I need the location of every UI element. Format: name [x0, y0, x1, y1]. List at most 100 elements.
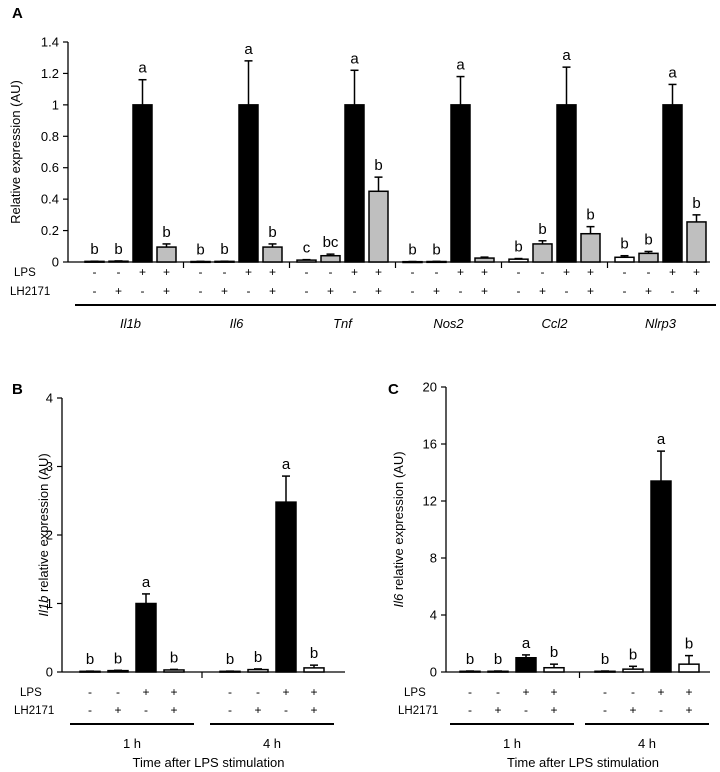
- lps-sign: -: [647, 265, 651, 279]
- lps-sign: -: [256, 685, 260, 699]
- significance-letter: b: [86, 651, 94, 668]
- bar: [79, 670, 101, 673]
- significance-letter: b: [644, 231, 652, 248]
- bar: [344, 104, 365, 263]
- lps-sign: +: [657, 685, 664, 699]
- significance-letter: c: [303, 240, 311, 257]
- bar: [532, 243, 553, 263]
- lh2171-sign: -: [459, 284, 463, 298]
- y-tick-label: 0.4: [41, 192, 59, 207]
- lps-sign: +: [310, 685, 317, 699]
- lh2171-sign: -: [353, 284, 357, 298]
- bar: [275, 501, 297, 673]
- lps-sign: -: [116, 685, 120, 699]
- y-tick-label: 1.4: [41, 35, 59, 50]
- panel-letter: A: [12, 5, 23, 22]
- lps-sign: -: [496, 685, 500, 699]
- bar: [678, 663, 700, 673]
- lh2171-sign: +: [481, 284, 488, 298]
- lps-sign: +: [282, 685, 289, 699]
- bar: [262, 246, 283, 263]
- lh2171-sign: +: [115, 284, 122, 298]
- lh2171-sign: -: [305, 284, 309, 298]
- x-axis-title: Time after LPS stimulation: [507, 755, 659, 770]
- lh2171-sign: +: [494, 703, 501, 717]
- lps-sign: +: [550, 685, 557, 699]
- group-label: Il6: [230, 316, 245, 331]
- lps-sign: +: [351, 265, 358, 279]
- bar: [296, 259, 317, 263]
- significance-letter: b: [692, 195, 700, 212]
- lps-sign: -: [329, 265, 333, 279]
- significance-letter: b: [466, 651, 474, 668]
- y-axis-title-rest: relative expression (AU): [391, 451, 406, 593]
- significance-letter: a: [668, 64, 677, 81]
- lps-sign: +: [170, 685, 177, 699]
- bar: [638, 252, 659, 263]
- y-axis-title-rest: relative expression (AU): [36, 453, 51, 595]
- lh2171-sign: -: [517, 284, 521, 298]
- row-label-lh2171: LH2171: [10, 286, 50, 298]
- lh2171-sign: +: [550, 703, 557, 717]
- y-tick-label: 0: [430, 665, 437, 680]
- y-tick-label: 4: [46, 391, 53, 406]
- lh2171-sign: -: [659, 703, 663, 717]
- significance-letter: a: [562, 47, 571, 64]
- lh2171-sign: -: [88, 703, 92, 717]
- lps-sign: -: [517, 265, 521, 279]
- bar: [402, 260, 423, 264]
- row-label-lh2171: LH2171: [14, 705, 54, 717]
- bar: [303, 667, 325, 673]
- y-axis-title: Relative expression (AU): [8, 80, 23, 224]
- y-axis-title-gene: Il1b: [36, 596, 51, 617]
- lps-sign: -: [435, 265, 439, 279]
- lh2171-sign: +: [539, 284, 546, 298]
- bar: [459, 670, 481, 673]
- lh2171-sign: -: [93, 284, 97, 298]
- bar: [135, 602, 157, 673]
- lh2171-sign: -: [141, 284, 145, 298]
- group-label: 4 h: [263, 736, 281, 751]
- bar: [320, 254, 341, 263]
- lps-sign: +: [457, 265, 464, 279]
- lps-sign: -: [228, 685, 232, 699]
- bar: [190, 260, 211, 264]
- lps-sign: +: [139, 265, 146, 279]
- lh2171-sign: +: [685, 703, 692, 717]
- bar: [650, 480, 672, 673]
- panel-letter: B: [12, 381, 23, 398]
- group-label: Tnf: [333, 316, 353, 331]
- y-tick-label: 8: [430, 551, 437, 566]
- lps-sign: -: [468, 685, 472, 699]
- lh2171-sign: -: [228, 703, 232, 717]
- lps-sign: +: [481, 265, 488, 279]
- bar: [156, 246, 177, 263]
- significance-letter: b: [226, 651, 234, 668]
- lps-sign: -: [623, 265, 627, 279]
- lps-sign: -: [305, 265, 309, 279]
- panel-b: B 0 1 2 3 4 Il1b relative expression (AU) LPS LH…: [12, 381, 345, 770]
- bar: [622, 668, 644, 673]
- lh2171-sign: +: [327, 284, 334, 298]
- lh2171-sign: +: [629, 703, 636, 717]
- lps-sign: +: [142, 685, 149, 699]
- bar: [515, 657, 537, 673]
- y-tick-label: 0: [52, 255, 59, 270]
- significance-letter: b: [538, 221, 546, 238]
- bar: [580, 232, 601, 263]
- lh2171-sign: -: [247, 284, 251, 298]
- lps-sign: -: [411, 265, 415, 279]
- significance-letter: a: [350, 50, 359, 67]
- row-label-lps: LPS: [20, 687, 42, 699]
- x-axis-title: Time after LPS stimulation: [133, 755, 285, 770]
- lh2171-sign: +: [221, 284, 228, 298]
- significance-letter: b: [162, 224, 170, 241]
- bar: [132, 104, 153, 263]
- bar: [107, 669, 129, 673]
- y-tick-label: 0.8: [41, 129, 59, 144]
- lh2171-sign: -: [468, 703, 472, 717]
- bar: [368, 190, 389, 263]
- significance-letter: b: [196, 241, 204, 258]
- group-label: Ccl2: [541, 316, 568, 331]
- significance-letter: b: [620, 236, 628, 253]
